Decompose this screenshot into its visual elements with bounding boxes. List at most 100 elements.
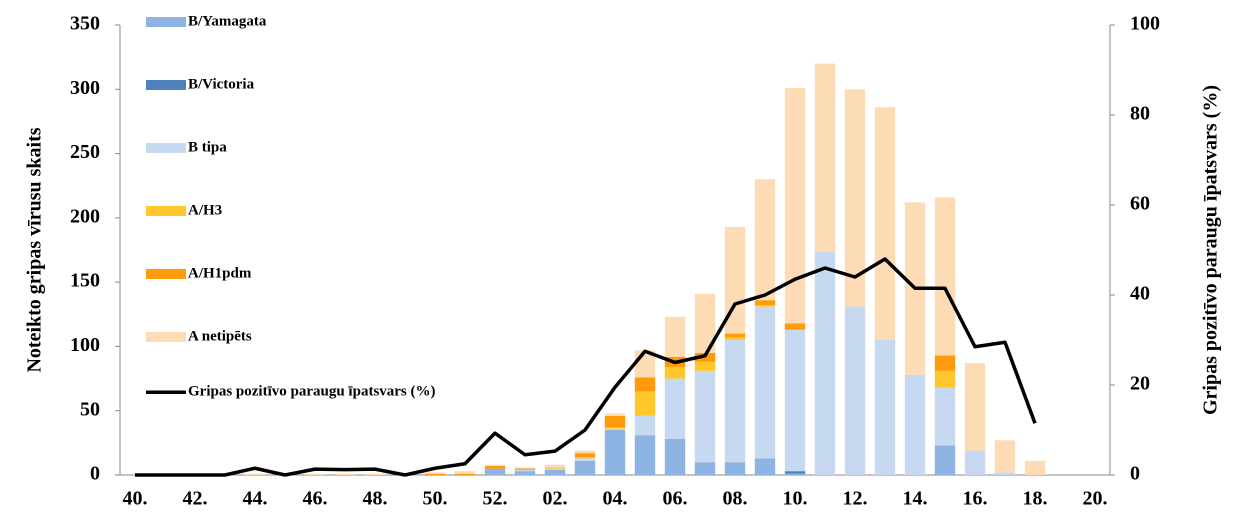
- legend-swatch: [146, 143, 186, 153]
- bar-segment: [574, 457, 596, 459]
- bar-segment: [754, 179, 776, 301]
- x-tick-label: 40.: [123, 488, 148, 510]
- bar-segment: [784, 329, 806, 472]
- bar-segment: [1024, 460, 1046, 475]
- bar-segment: [634, 435, 656, 475]
- bar-segment: [454, 473, 476, 475]
- y-tick-label: 150: [70, 270, 100, 292]
- bar-segment: [844, 89, 866, 307]
- bar-segment: [814, 63, 836, 252]
- bar-segment: [784, 88, 806, 324]
- bar-segment: [574, 458, 596, 461]
- bar-segment: [334, 473, 356, 475]
- x-tick-label: 42.: [183, 488, 208, 510]
- x-tick-label: 46.: [303, 488, 328, 510]
- y2-tick-label: 0: [1130, 463, 1140, 485]
- x-tick-label: 04.: [603, 488, 628, 510]
- y-tick-label: 50: [80, 398, 100, 420]
- x-tick-label: 20.: [1083, 488, 1108, 510]
- bar-segment: [934, 355, 956, 371]
- bar-segment: [664, 378, 686, 439]
- x-tick-label: 16.: [963, 488, 988, 510]
- bar-segment: [484, 468, 506, 475]
- y-tick-label: 200: [70, 205, 100, 227]
- bar-segment: [514, 467, 536, 469]
- bar-segment: [694, 462, 716, 475]
- bar-segment: [454, 471, 476, 474]
- bar-segment: [754, 306, 776, 459]
- legend-swatch: [146, 206, 186, 216]
- y-tick-label: 250: [70, 141, 100, 163]
- bar-segment: [604, 427, 626, 429]
- legend-swatch: [146, 17, 186, 27]
- bar-segment: [634, 391, 656, 416]
- bar-segment: [484, 464, 506, 466]
- y-tick-label: 100: [70, 334, 100, 356]
- x-tick-label: 44.: [243, 488, 268, 510]
- legend-label: A/H3: [188, 202, 222, 218]
- bar-segment: [424, 472, 446, 474]
- legend-label: A/H1pdm: [188, 265, 252, 281]
- legend-swatch: [146, 80, 186, 90]
- bar-segment: [724, 333, 746, 338]
- bar-segment: [904, 374, 926, 475]
- bar-segment: [874, 340, 896, 475]
- x-tick-label: 12.: [843, 488, 868, 510]
- x-tick-label: 02.: [543, 488, 568, 510]
- bar-segment: [574, 450, 596, 454]
- bar-segment: [604, 415, 626, 428]
- legend-label: Gripas pozitīvo paraugu īpatsvars (%): [188, 384, 436, 400]
- bar-segment: [724, 462, 746, 475]
- y-tick-label: 350: [70, 13, 100, 35]
- bar-segment: [994, 440, 1016, 473]
- x-tick-label: 10.: [783, 488, 808, 510]
- bar-segment: [664, 439, 686, 475]
- bar-segment: [244, 473, 266, 475]
- legend-swatch: [146, 269, 186, 279]
- bar-segment: [484, 466, 506, 469]
- bar-segment: [634, 377, 656, 392]
- y2-tick-label: 60: [1130, 193, 1150, 215]
- bar-segment: [664, 316, 686, 357]
- x-tick-label: 52.: [483, 488, 508, 510]
- y-tick-label: 300: [70, 77, 100, 99]
- bar-segment: [574, 453, 596, 457]
- line-series: [135, 257, 1037, 477]
- bar-segment: [694, 370, 716, 463]
- bar-segment: [934, 445, 956, 475]
- bar-segment: [694, 361, 716, 371]
- bar-segment: [604, 428, 626, 430]
- bar-segment: [604, 413, 626, 416]
- x-tick-label: 06.: [663, 488, 688, 510]
- bar-segment: [604, 430, 626, 475]
- bar-segment: [844, 306, 866, 475]
- bar-segment: [754, 458, 776, 475]
- bar-segment: [544, 469, 566, 475]
- bar-segment: [574, 460, 596, 475]
- y2-tick-label: 80: [1130, 103, 1150, 125]
- y2-tick-label: 40: [1130, 283, 1150, 305]
- bar-segment: [364, 473, 386, 475]
- legend-label: B/Yamagata: [188, 13, 267, 29]
- bar-segment: [544, 467, 566, 469]
- bar-segment: [694, 293, 716, 353]
- bar-segment: [304, 473, 326, 475]
- bar-segment: [934, 197, 956, 356]
- x-tick-label: 14.: [903, 488, 928, 510]
- legend-label: B/Victoria: [188, 76, 255, 92]
- bar-segment: [814, 251, 836, 475]
- bar-segment: [724, 226, 746, 334]
- bar-segment: [514, 468, 536, 470]
- bar-segment: [994, 472, 1016, 475]
- bar-segment: [754, 305, 776, 307]
- bar-segment: [544, 464, 566, 468]
- y2-tick-label: 100: [1130, 13, 1160, 35]
- bar-segment: [964, 363, 986, 451]
- bar-segment: [784, 323, 806, 330]
- legend-label: A netipēts: [188, 328, 252, 344]
- x-tick-label: 08.: [723, 488, 748, 510]
- bar-segment: [724, 340, 746, 463]
- x-tick-label: 18.: [1023, 488, 1048, 510]
- y-tick-label: 0: [90, 463, 100, 485]
